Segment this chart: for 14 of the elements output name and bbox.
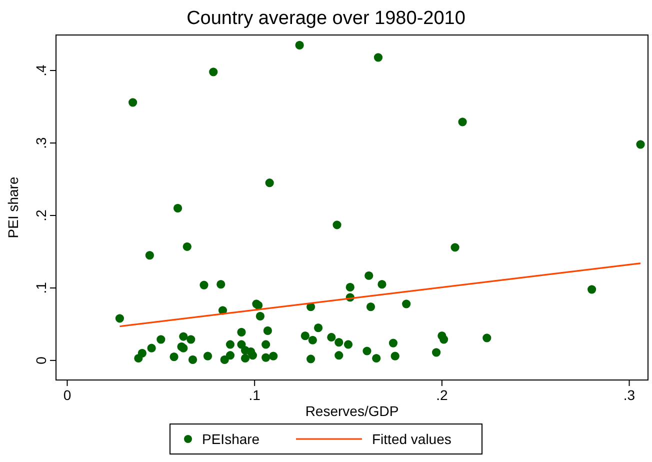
y-tick-label: 0 [33,356,49,364]
legend-label: Fitted values [372,431,452,447]
y-tick-label: .3 [33,136,49,149]
x-tick-label: .3 [623,387,636,403]
chart-title: Country average over 1980-2010 [186,8,466,29]
y-tick-label: .2 [33,209,49,222]
y-tick-label: .4 [33,64,49,76]
x-tick-label: .1 [248,387,261,403]
legend-label: PEIshare [202,431,260,447]
x-axis-title: Reserves/GDP [305,403,399,419]
x-tick-label: .2 [436,387,448,403]
y-tick-label: .1 [33,282,49,294]
y-axis-title: PEI share [5,176,21,238]
x-tick-label: 0 [63,387,72,403]
